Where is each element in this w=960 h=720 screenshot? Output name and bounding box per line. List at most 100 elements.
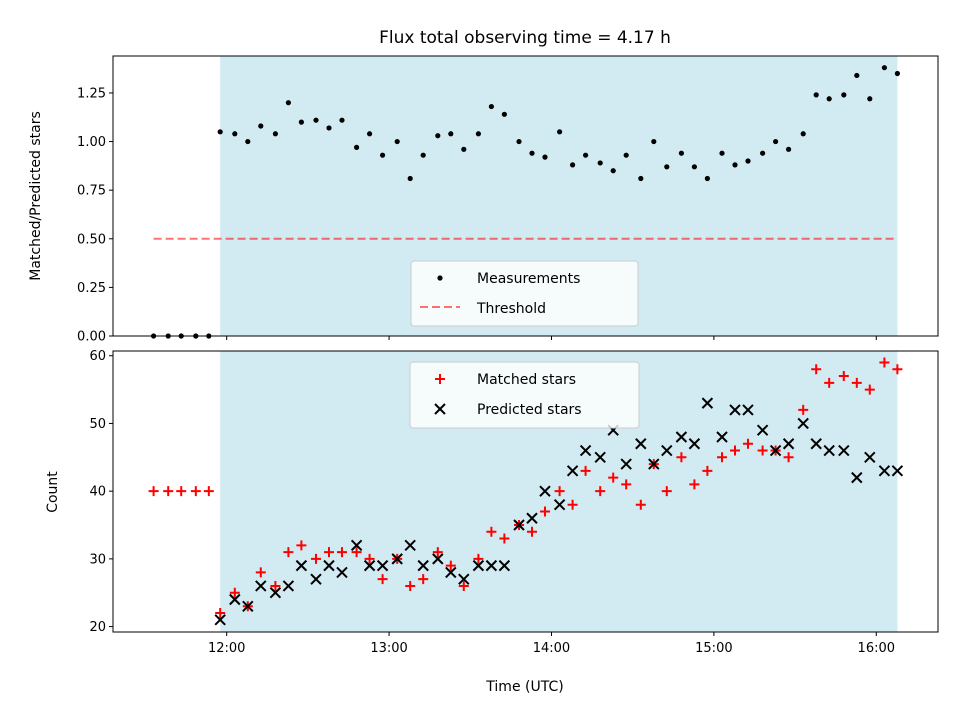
matched-stars-point — [432, 547, 443, 558]
predicted-stars-point — [810, 438, 822, 450]
predicted-stars-point — [701, 397, 714, 409]
predicted-stars-point — [851, 471, 863, 484]
matched-stars-point — [892, 364, 903, 375]
measurements-point — [610, 168, 616, 174]
matched-stars-point — [783, 452, 794, 463]
legend-predicted-stars-label: Predicted stars — [477, 402, 582, 418]
measurements-point — [394, 138, 400, 145]
x-tick-label: 15:00 — [695, 641, 732, 656]
matched-stars-point — [377, 574, 388, 585]
y-tick-label: 0.75 — [77, 184, 106, 199]
measurements-point — [854, 72, 860, 79]
measurements-point — [379, 152, 386, 158]
measurements-point — [488, 103, 494, 110]
legend-box — [410, 260, 639, 327]
y-tick-label: 30 — [89, 552, 106, 567]
measurements-point — [501, 111, 507, 117]
matched-stars-point — [445, 560, 456, 571]
measurements-point — [623, 152, 629, 158]
matched-stars-point — [526, 526, 537, 537]
y-axis-label-count: Count — [45, 471, 61, 513]
chart-title: Flux total observing time = 4.17 h — [379, 28, 671, 48]
legend-predicted-stars-marker — [434, 403, 446, 415]
y-tick-label: 0.50 — [77, 232, 106, 247]
matched-stars-point — [824, 377, 835, 388]
predicted-stars-point — [742, 404, 754, 416]
measurements-point — [435, 133, 441, 139]
predicted-stars-point — [458, 573, 470, 585]
measurements-point — [597, 160, 603, 166]
measurements-point — [217, 129, 223, 135]
matched-stars-point — [864, 384, 875, 395]
matched-stars-point — [879, 357, 890, 368]
measurements-point — [232, 131, 238, 137]
predicted-stars-point — [310, 573, 322, 585]
matched-stars-point — [742, 438, 753, 449]
measurements-point — [529, 150, 535, 156]
predicted-stars-point — [864, 451, 876, 464]
measurements-point — [664, 164, 670, 170]
matched-stars-point — [757, 445, 768, 456]
measurements-point — [894, 70, 900, 77]
matched-stars-point — [608, 472, 619, 483]
predicted-stars-point — [363, 559, 376, 572]
predicted-stars-point — [566, 465, 579, 477]
count-panel: 20 30 40 50 60 12:00 13:00 14:00 15:00 16:00 Match… — [89, 349, 939, 656]
matched-stars-point — [229, 587, 240, 598]
predicted-stars-point — [579, 444, 592, 457]
predicted-stars-point — [891, 465, 904, 477]
measurements-point — [366, 131, 373, 137]
matched-stars-point — [364, 553, 375, 564]
measurements-point — [569, 162, 576, 168]
matched-stars-point — [473, 553, 484, 564]
matched-stars-point — [580, 465, 591, 476]
predicted-stars-point — [635, 438, 647, 450]
measurements-point — [326, 125, 332, 131]
predicted-stars-point — [242, 600, 254, 612]
y-tick-label: 1.00 — [77, 135, 106, 150]
predicted-stars-point — [323, 559, 335, 572]
measurements-point — [785, 146, 792, 152]
y-tick-label: 0.00 — [77, 330, 106, 345]
predicted-stars-point — [648, 458, 660, 470]
measurements-point — [582, 152, 589, 158]
matched-stars-point — [676, 452, 687, 463]
predicted-stars-point — [391, 553, 403, 565]
matched-stars-point — [595, 486, 606, 497]
matched-stars-point — [661, 486, 672, 497]
predicted-stars-point — [688, 438, 701, 450]
matched-stars-point — [729, 445, 740, 456]
measurements-point — [542, 154, 548, 160]
matched-stars-point — [255, 567, 266, 578]
measurements-point — [691, 164, 697, 170]
legend-measurements-marker — [437, 275, 443, 281]
measurements-point — [881, 65, 888, 71]
y-tick-label: 50 — [89, 417, 106, 432]
legend-matched-stars-marker — [435, 374, 445, 384]
predicted-stars-point — [269, 587, 282, 599]
measurements-point — [772, 138, 779, 145]
predicted-stars-point — [782, 438, 795, 450]
matched-stars-point — [351, 547, 362, 558]
measurements-point — [285, 100, 291, 106]
measurements-point — [745, 158, 751, 164]
matched-stars-point — [717, 452, 728, 463]
predicted-stars-point — [729, 404, 741, 416]
y-tick-label: 20 — [89, 620, 106, 635]
measurements-point — [258, 123, 264, 129]
measurements-point — [516, 138, 522, 145]
predicted-stars-point — [295, 559, 308, 572]
matched-stars-point — [163, 486, 174, 497]
matched-stars-point — [798, 404, 809, 415]
axes-frame — [112, 55, 939, 337]
matched-stars-point — [296, 540, 307, 551]
y-tick-label: 1.25 — [77, 86, 106, 101]
matched-stars-point — [176, 486, 187, 497]
legend-threshold-label: Threshold — [476, 301, 546, 317]
matched-stars-point — [486, 526, 497, 537]
legend-measurements-label: Measurements — [477, 271, 580, 287]
predicted-stars-point — [336, 566, 348, 579]
measurements-point — [298, 119, 304, 125]
matched-stars-point — [418, 574, 429, 585]
matched-stars-point — [621, 479, 632, 490]
